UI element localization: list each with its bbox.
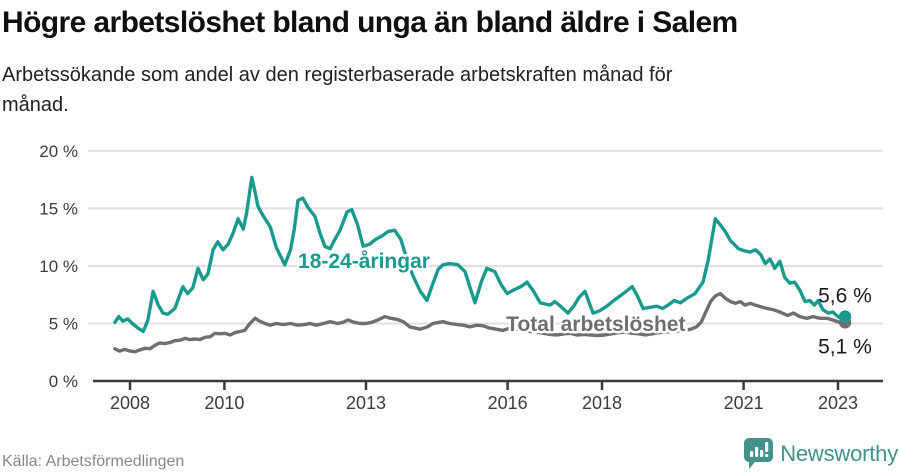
x-tick-label-2018: 2018: [582, 393, 622, 413]
page-title: Högre arbetslöshet bland unga än bland ä…: [2, 6, 738, 39]
subtitle-line-2: månad.: [2, 94, 69, 116]
y-tick-label-15: 15 %: [39, 199, 78, 218]
y-tick-label-5: 5 %: [49, 314, 78, 333]
chart-subtitle: Arbetssökande som andel av den registerb…: [2, 60, 672, 120]
x-tick-label-2013: 2013: [346, 393, 386, 413]
newsworthy-wordmark: Newsworthy: [780, 441, 898, 466]
series-end-dot-18-24-ringar: [838, 310, 852, 323]
series-line-18-24-ringar: [113, 175, 847, 334]
y-tick-label-20: 20 %: [39, 142, 78, 161]
x-tick-label-2010: 2010: [204, 393, 244, 413]
y-tick-label-10: 10 %: [39, 257, 78, 276]
y-tick-label-0: 0 %: [49, 372, 78, 391]
newsworthy-logo: Newsworthy: [744, 438, 898, 470]
series-label-18-24-ringar: 18-24-åringar: [298, 250, 430, 273]
x-tick-label-2008: 2008: [110, 393, 150, 413]
series-line-total-arbetsl-shet: [113, 291, 847, 354]
series-end-value-total-arbetsl-shet: 5,1 %: [818, 335, 872, 358]
subtitle-line-1: Arbetssökande som andel av den registerb…: [2, 64, 673, 86]
series-label-total-arbetsl-shet: Total arbetslöshet: [506, 313, 685, 336]
newsworthy-chart-bubble-icon: [744, 438, 774, 469]
source-credit: Källa: Arbetsförmedlingen: [2, 453, 185, 470]
series-end-value-18-24-ringar: 5,6 %: [818, 285, 872, 308]
x-tick-label-2023: 2023: [818, 393, 858, 413]
x-tick-label-2016: 2016: [488, 393, 528, 413]
x-tick-label-2021: 2021: [724, 393, 764, 413]
